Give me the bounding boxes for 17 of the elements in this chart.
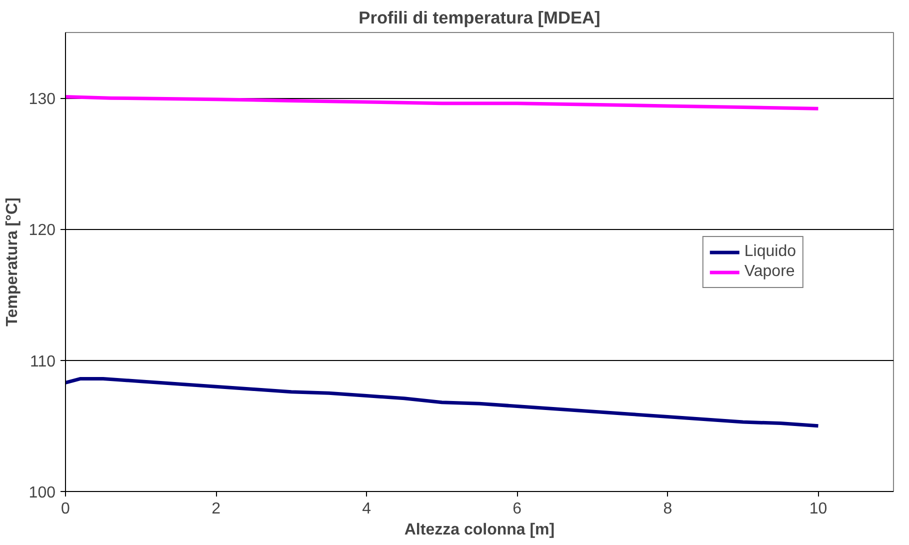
x-axis-title: Altezza colonna [m] (404, 522, 555, 538)
x-tick-label: 4 (362, 500, 372, 518)
y-tick-label: 130 (28, 91, 56, 108)
x-tick-label: 6 (512, 500, 522, 518)
chart-title: Profili di temperatura [MDEA] (358, 8, 600, 28)
y-tick-label: 100 (28, 484, 56, 502)
legend-label: Vapore (744, 262, 795, 280)
x-tick-label: 10 (809, 500, 828, 518)
legend-label: Liquido (744, 242, 796, 260)
x-tick-label: 0 (61, 500, 70, 518)
line-series (66, 95, 820, 110)
y-tick-label: 110 (30, 353, 56, 370)
x-tick-label: 2 (212, 500, 221, 518)
line-series (66, 376, 820, 428)
y-axis-title: Temperatura [°C] (4, 198, 21, 326)
x-tick-label: 8 (663, 500, 672, 518)
y-tick-label: 120 (28, 222, 56, 240)
